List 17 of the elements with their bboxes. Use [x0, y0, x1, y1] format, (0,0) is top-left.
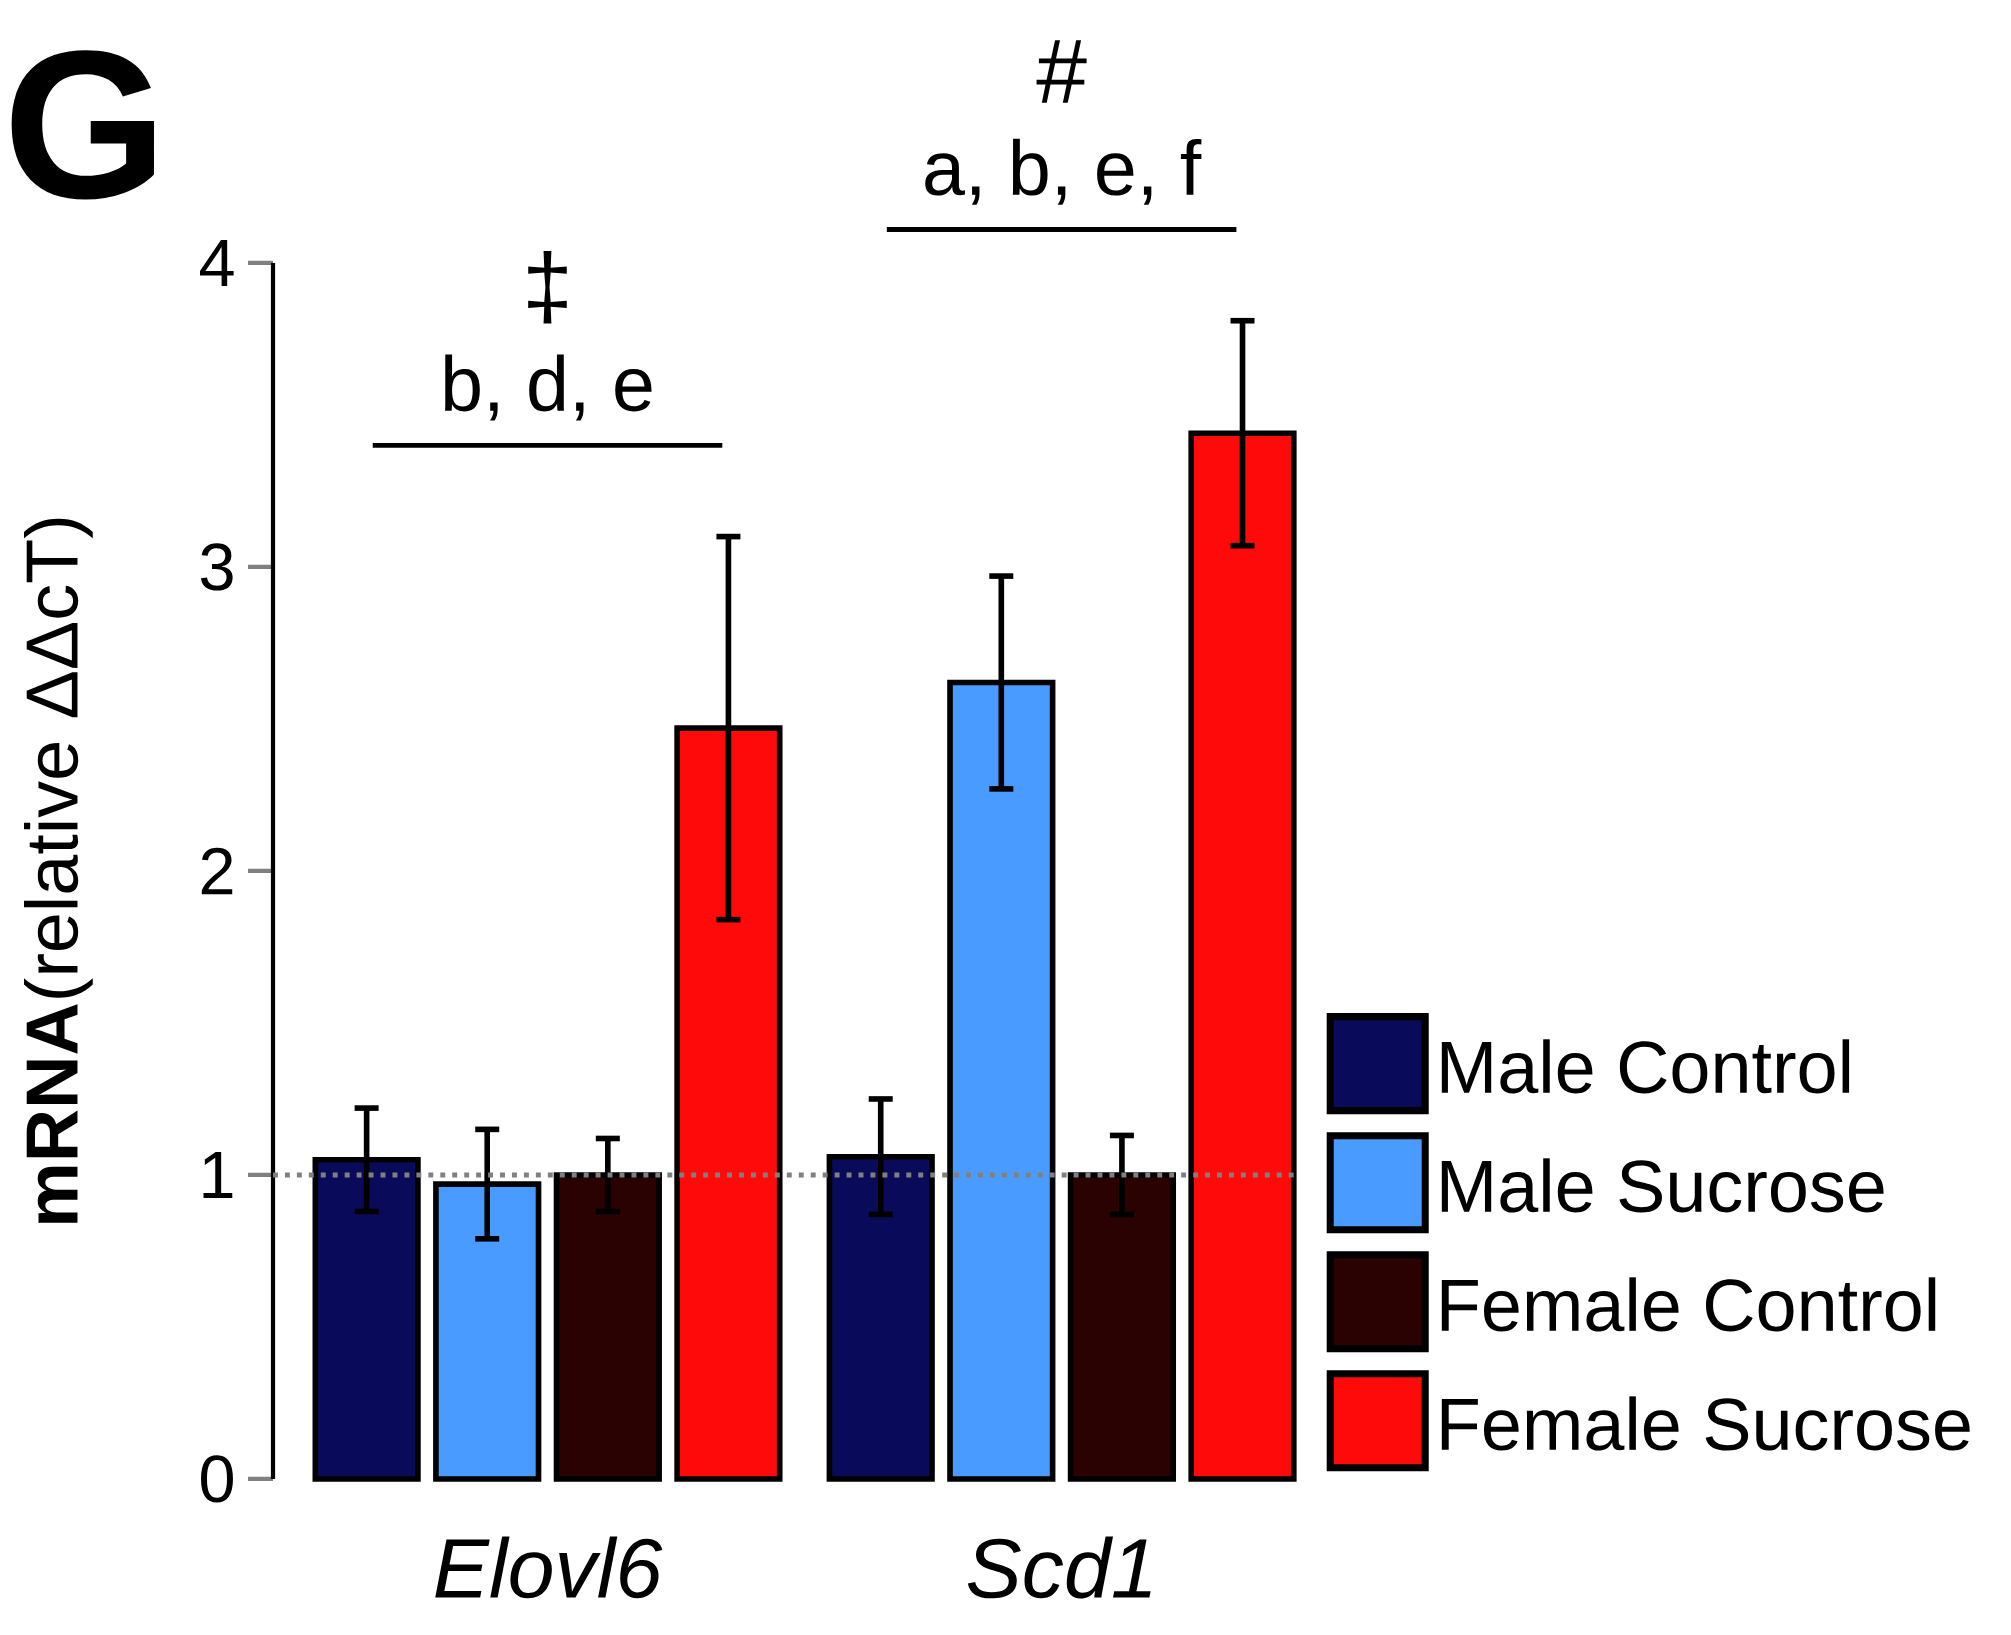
y-tick-label: 4 — [199, 240, 234, 286]
y-axis-title: mRNA(relative ΔΔcT) — [24, 518, 93, 1223]
text: a, b, e, f — [925, 138, 1202, 205]
x-tick-label: Scd1 — [967, 1536, 1151, 1599]
legend-label: Female Sucrose — [1441, 1396, 1970, 1451]
y-tick-label: 1 — [203, 1152, 233, 1198]
y-tick-label: 0 — [201, 1455, 233, 1503]
text: # — [1036, 40, 1087, 103]
legend-label: Male Sucrose — [1441, 1158, 1884, 1213]
annotation: b, d, e — [445, 354, 652, 421]
annotation: ‡ — [528, 251, 567, 324]
chart-title: G — [11, 50, 154, 200]
y-tick-label: 3 — [200, 543, 233, 591]
x-tick-label: Elovl6 — [435, 1536, 663, 1599]
legend-label: Female Control — [1441, 1277, 1936, 1332]
y-tick-label: 2 — [201, 847, 233, 895]
legend-label: Male Control — [1441, 1039, 1850, 1094]
